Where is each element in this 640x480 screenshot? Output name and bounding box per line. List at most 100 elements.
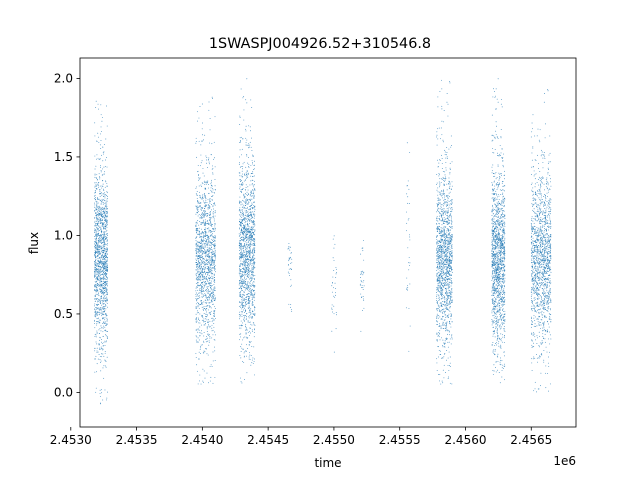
data-point xyxy=(201,198,203,200)
data-point xyxy=(196,279,198,281)
data-point xyxy=(409,234,411,236)
data-point xyxy=(245,319,247,321)
data-point xyxy=(101,211,103,213)
data-point xyxy=(212,165,213,167)
data-point xyxy=(198,312,199,314)
data-point xyxy=(195,298,197,299)
data-point xyxy=(201,239,203,241)
data-point xyxy=(100,231,102,233)
data-point xyxy=(106,278,108,280)
data-point xyxy=(248,305,250,307)
data-point xyxy=(239,315,241,317)
data-point xyxy=(97,263,98,265)
data-point xyxy=(210,271,212,273)
data-point xyxy=(211,263,213,265)
data-point xyxy=(332,238,334,240)
data-point xyxy=(195,272,197,274)
data-point xyxy=(291,262,293,264)
data-point xyxy=(407,285,408,287)
data-point xyxy=(196,191,198,193)
data-point xyxy=(203,271,205,273)
data-point xyxy=(204,268,206,270)
data-point xyxy=(197,243,199,245)
data-point xyxy=(102,266,103,268)
data-point xyxy=(247,287,249,289)
data-point xyxy=(106,195,107,196)
data-point xyxy=(197,293,198,295)
data-point xyxy=(252,156,254,157)
data-point xyxy=(250,278,252,279)
data-point xyxy=(242,165,244,167)
data-point xyxy=(104,317,106,319)
data-point xyxy=(249,233,251,235)
data-point xyxy=(246,315,247,317)
data-point xyxy=(252,304,253,306)
data-point xyxy=(253,275,254,277)
data-point xyxy=(249,243,251,245)
data-point xyxy=(244,255,246,257)
data-point xyxy=(95,289,97,291)
data-point xyxy=(248,157,250,159)
data-point xyxy=(95,293,97,295)
data-point xyxy=(241,286,243,288)
data-point xyxy=(101,267,103,269)
data-point xyxy=(253,211,255,212)
data-point xyxy=(244,233,246,235)
data-point xyxy=(210,286,212,288)
data-point xyxy=(200,256,202,258)
data-point xyxy=(251,359,253,361)
data-point xyxy=(436,276,438,278)
data-point xyxy=(104,218,106,220)
data-point xyxy=(206,227,208,229)
data-point xyxy=(96,347,98,349)
data-point xyxy=(248,341,250,342)
data-point xyxy=(204,195,206,197)
data-point xyxy=(100,104,102,106)
data-point xyxy=(214,179,216,180)
data-point xyxy=(195,329,197,331)
data-point xyxy=(242,253,244,254)
data-point xyxy=(451,280,453,282)
data-point xyxy=(107,195,108,197)
data-point xyxy=(442,339,444,341)
data-point xyxy=(104,326,106,328)
data-point xyxy=(208,268,210,270)
data-point xyxy=(202,352,204,354)
data-point xyxy=(438,267,440,269)
data-point xyxy=(207,236,209,238)
data-point xyxy=(99,302,101,304)
data-point xyxy=(239,243,240,245)
data-point xyxy=(203,210,205,211)
data-point xyxy=(208,238,210,240)
data-point xyxy=(103,275,105,277)
data-point xyxy=(249,291,251,292)
data-point xyxy=(99,396,101,397)
data-point xyxy=(254,292,256,294)
data-point xyxy=(106,210,108,212)
data-point xyxy=(200,347,202,349)
data-point xyxy=(290,284,292,286)
data-point xyxy=(94,206,95,208)
data-point xyxy=(244,312,246,313)
data-point xyxy=(94,263,96,265)
data-point xyxy=(204,187,206,189)
data-point xyxy=(250,260,252,262)
data-point xyxy=(103,226,105,228)
data-point xyxy=(251,217,253,219)
data-point xyxy=(251,216,253,218)
data-point xyxy=(100,296,102,298)
data-point xyxy=(105,365,107,367)
data-point xyxy=(94,244,96,246)
data-point xyxy=(242,213,244,215)
data-point xyxy=(101,234,103,236)
data-point xyxy=(250,257,252,259)
data-point xyxy=(97,244,99,246)
data-point xyxy=(210,282,212,284)
data-point xyxy=(104,240,106,242)
data-point xyxy=(245,248,247,250)
data-point xyxy=(196,370,198,372)
data-point xyxy=(442,310,444,312)
data-point xyxy=(209,320,211,322)
data-point xyxy=(100,298,102,299)
data-point xyxy=(247,285,249,287)
